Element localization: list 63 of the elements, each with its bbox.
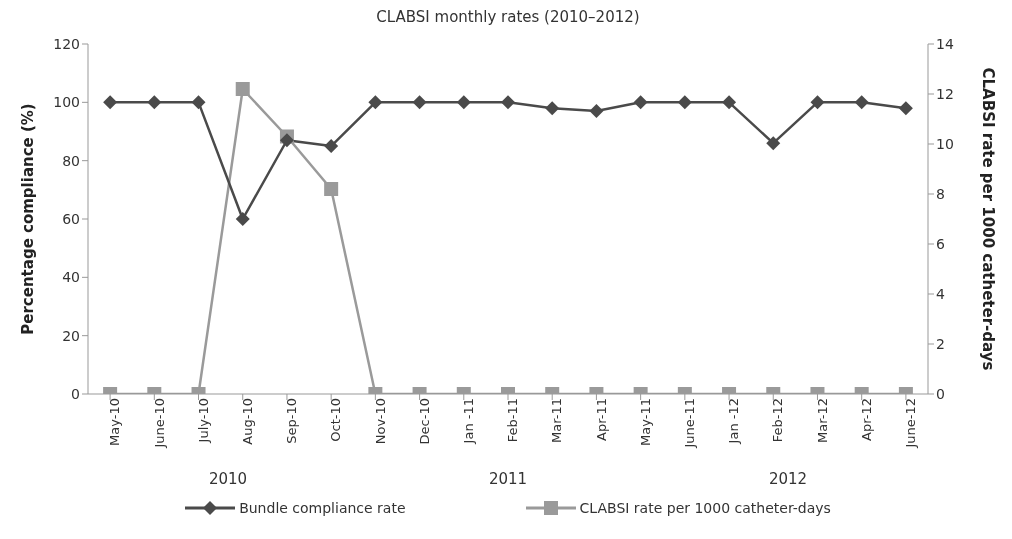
x-tick-label: July-10: [195, 398, 211, 444]
x-tick-label: Sep-10: [284, 398, 300, 444]
y-tick-label: 60: [62, 210, 80, 227]
x-tick-label: Mar-11: [549, 398, 565, 443]
text: 2012: [767, 470, 809, 488]
y2-tick-label: 12: [936, 85, 954, 102]
y-tick-label: 120: [53, 35, 80, 52]
y2-tick-label: 8: [936, 185, 945, 202]
y2-tick-label: 0: [936, 385, 945, 402]
point: [854, 95, 869, 110]
x-tick-label: Dec-10: [416, 398, 432, 445]
point: [898, 101, 913, 116]
y-tick-label: 40: [62, 269, 80, 286]
x-tick-label: May-10: [107, 398, 123, 446]
legend-label: CLABSI rate per 1000 catheter-days: [579, 500, 831, 516]
y2-tick-label: 14: [936, 35, 954, 52]
point: [147, 95, 162, 110]
text: 2010: [207, 470, 249, 488]
point: [456, 95, 471, 110]
x-tick-label: Apr-11: [593, 398, 609, 441]
legend-label: Bundle compliance rate: [239, 500, 406, 516]
point: [368, 95, 383, 110]
y2-axis-title: CLABSI rate per 1000 catheter-days: [978, 67, 997, 371]
y-tick-label: 0: [71, 385, 80, 402]
point: [191, 95, 206, 110]
point: [324, 182, 339, 196]
x-tick-label: Jan -11: [461, 398, 477, 445]
point: [766, 136, 781, 151]
y2-tick-label: 10: [936, 135, 954, 152]
point: [501, 95, 515, 110]
point: [103, 95, 118, 110]
x-tick-label: Oct-10: [328, 398, 344, 442]
point: [412, 95, 427, 110]
point: [235, 212, 250, 226]
x-tick-label: June-10: [151, 398, 167, 449]
y-tick-label: 80: [62, 152, 80, 169]
point: [545, 101, 560, 116]
x-tick-label: June-11: [682, 398, 698, 449]
text: 2011: [487, 470, 529, 488]
point: [589, 104, 604, 119]
x-tick-label: Jan -12: [726, 398, 742, 445]
x-tick-label: June-12: [903, 398, 919, 449]
x-tick-label: Apr-12: [858, 398, 874, 441]
y-axis-title: Percentage compliance (%): [19, 103, 38, 335]
point: [810, 95, 825, 110]
chart-title: CLABSI monthly rates (2010–2012): [375, 8, 641, 26]
point: [633, 95, 648, 110]
point: [324, 139, 339, 154]
x-tick-label: Feb-12: [770, 398, 786, 443]
y2-tick-label: 6: [936, 235, 945, 252]
point: [235, 82, 250, 96]
point: [677, 95, 692, 110]
point: [279, 133, 294, 148]
x-tick-label: Feb-11: [505, 398, 521, 443]
x-tick-label: Nov-10: [372, 398, 388, 445]
x-tick-label: Aug-10: [239, 398, 255, 445]
x-tick-label: Mar-12: [814, 398, 830, 443]
point: [722, 95, 737, 110]
y2-tick-label: 2: [936, 335, 945, 352]
x-tick-label: May-11: [637, 398, 653, 446]
y2-tick-label: 4: [936, 285, 945, 302]
y-tick-label: 20: [62, 327, 80, 344]
y-tick-label: 100: [53, 94, 80, 111]
